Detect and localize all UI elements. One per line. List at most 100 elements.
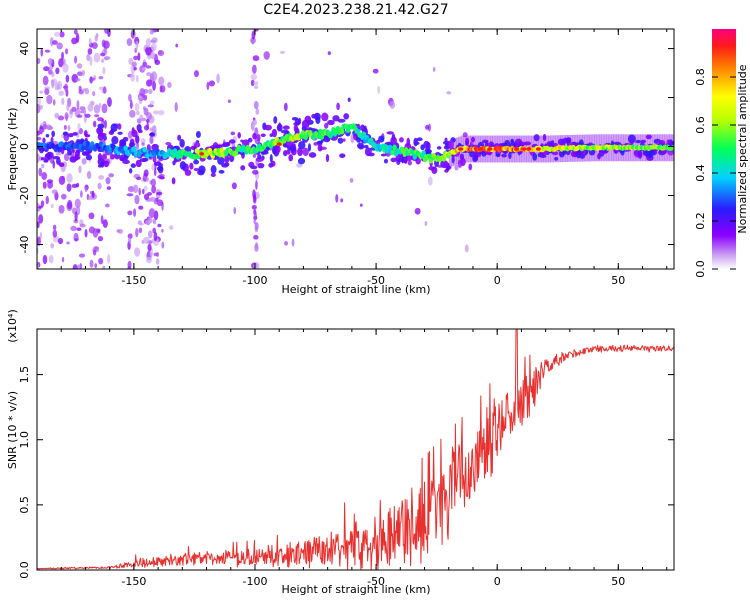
spectrogram-y-ticks: 40 20 0 -20 -40: [18, 42, 674, 254]
spectrogram-noise-cell: [52, 160, 56, 169]
snr-y-label: SNR (10 * v/v): [6, 391, 19, 469]
spectrogram-noise-cell: [446, 91, 452, 95]
spectrogram-noise-cell: [145, 219, 151, 226]
spectrogram-cell: [508, 151, 512, 159]
spectrogram-cell: [337, 137, 344, 144]
spectrogram-noise-cell: [153, 168, 157, 177]
spectrogram-noise-cell: [253, 100, 259, 110]
spectrogram-cell: [364, 147, 372, 157]
spectrogram-noise-cell: [464, 244, 469, 253]
spectrogram-noise-cell: [252, 169, 259, 175]
spectrogram-cell: [325, 154, 330, 163]
spectrogram-cell: [84, 133, 91, 138]
spectrogram-cell: [128, 168, 133, 174]
spectrogram-cell: [128, 142, 135, 148]
spectrogram-cell: [184, 169, 192, 176]
spectrogram-noise-cell: [253, 81, 259, 86]
spectrogram-noise-cell: [108, 173, 114, 178]
spectrogram-cell: [136, 124, 142, 132]
spectrogram-cell: [122, 136, 129, 142]
spectrogram-noise-cell: [86, 170, 92, 180]
spectrogram-peak-cell: [514, 147, 520, 151]
spectrogram-noise-cell: [61, 256, 65, 263]
spectrogram-noise-cell: [67, 199, 73, 210]
spectrogram-noise-cell: [51, 79, 55, 89]
spectrogram-noise-cell: [74, 198, 81, 209]
spectrogram-cell: [58, 162, 65, 168]
spectrogram-noise-cell: [87, 48, 93, 55]
spectrogram-noise-cell: [61, 51, 64, 61]
spectrogram-noise-cell: [38, 96, 41, 106]
spectrogram-noise-cell: [149, 100, 155, 105]
spectrogram-noise-cell: [454, 164, 459, 171]
spectrogram-cell: [193, 167, 199, 172]
spectrogram-cell: [413, 137, 418, 147]
spectrogram-noise-cell: [156, 199, 164, 207]
spectrogram-noise-cell: [94, 114, 100, 118]
spectrogram-ridge-cell: [387, 144, 393, 151]
spectrogram-noise-cell: [58, 58, 64, 68]
y-tick-label: 40: [18, 42, 31, 56]
spectrogram-noise-cell: [174, 102, 178, 112]
spectrogram-noise-cell: [253, 85, 259, 89]
spectrogram-noise-cell: [129, 110, 136, 118]
spectrogram-noise-cell: [157, 110, 165, 116]
spectrogram-cell: [51, 130, 56, 138]
spectrogram-noise-cell: [92, 91, 96, 97]
spectrogram-noise-cell: [141, 117, 147, 122]
spectrogram-noise-cell: [137, 52, 141, 61]
spectrogram-cell: [282, 125, 290, 130]
spectrogram-noise-cell: [145, 79, 153, 87]
spectrogram-noise-cell: [93, 104, 101, 114]
spectrogram-noise-cell: [142, 61, 148, 68]
spectrogram-cell: [310, 128, 316, 132]
spectrogram-noise-cell: [62, 63, 69, 73]
spectrogram-noise-cell: [167, 81, 172, 89]
spectrogram-ridge-cell: [392, 144, 397, 151]
spectrogram-peak-cell: [526, 147, 532, 151]
spectrogram-noise-cell: [37, 57, 41, 64]
spectrogram-noise-cell: [250, 73, 258, 81]
spectrogram-cell: [195, 131, 201, 138]
y-tick-label: -40: [18, 236, 31, 254]
spectrogram-noise-cell: [250, 120, 255, 131]
spectrogram-cell: [448, 140, 454, 149]
spectrogram-noise-cell: [42, 181, 47, 189]
spectrogram-cell: [260, 133, 266, 138]
spectrogram-cell: [532, 152, 538, 161]
spectrogram-noise-cell: [231, 182, 237, 190]
x-tick-label: -100: [243, 274, 268, 287]
spectrogram-noise-cell: [47, 58, 53, 65]
spectrogram-noise-cell: [42, 75, 49, 86]
spectrogram-cell: [193, 159, 200, 165]
spectrogram-cell: [291, 116, 299, 121]
spectrogram-noise-cell: [252, 64, 257, 74]
spectrogram-noise-cell: [206, 81, 210, 90]
spectrogram-noise-cell: [38, 205, 43, 209]
y-tick-label: 1.0: [18, 431, 31, 449]
spectrogram-cell: [390, 157, 398, 163]
spectrogram-noise-cell: [73, 29, 78, 35]
spectrogram-noise-cell: [153, 110, 159, 115]
spectrogram-cell: [324, 122, 329, 129]
spectrogram-cell: [332, 115, 340, 122]
spectrogram-noise-cell: [389, 100, 396, 109]
spectrogram-cell: [554, 156, 559, 161]
colorbar-tick-label: 0.2: [694, 212, 707, 230]
spectrogram-noise-cell: [143, 185, 148, 191]
spectrogram-noise-cell: [84, 229, 88, 238]
spectrogram-cell: [156, 166, 164, 171]
spectrogram-noise-cell: [61, 97, 65, 106]
spectrogram-noise-cell: [154, 59, 161, 66]
spectrogram-noise-cell: [135, 40, 139, 50]
spectrogram-noise-cell: [98, 175, 105, 180]
spectrogram-cell: [302, 147, 309, 157]
spectrogram-noise-cell: [427, 176, 433, 186]
spectrogram-noise-cell: [145, 65, 152, 69]
spectrogram-cell: [256, 133, 261, 142]
spectrogram-cell: [218, 169, 225, 174]
x-tick-label: 50: [611, 575, 625, 588]
spectrogram-cell: [193, 142, 201, 148]
spectrogram-cell: [247, 137, 253, 143]
spectrogram-cell: [122, 159, 130, 165]
